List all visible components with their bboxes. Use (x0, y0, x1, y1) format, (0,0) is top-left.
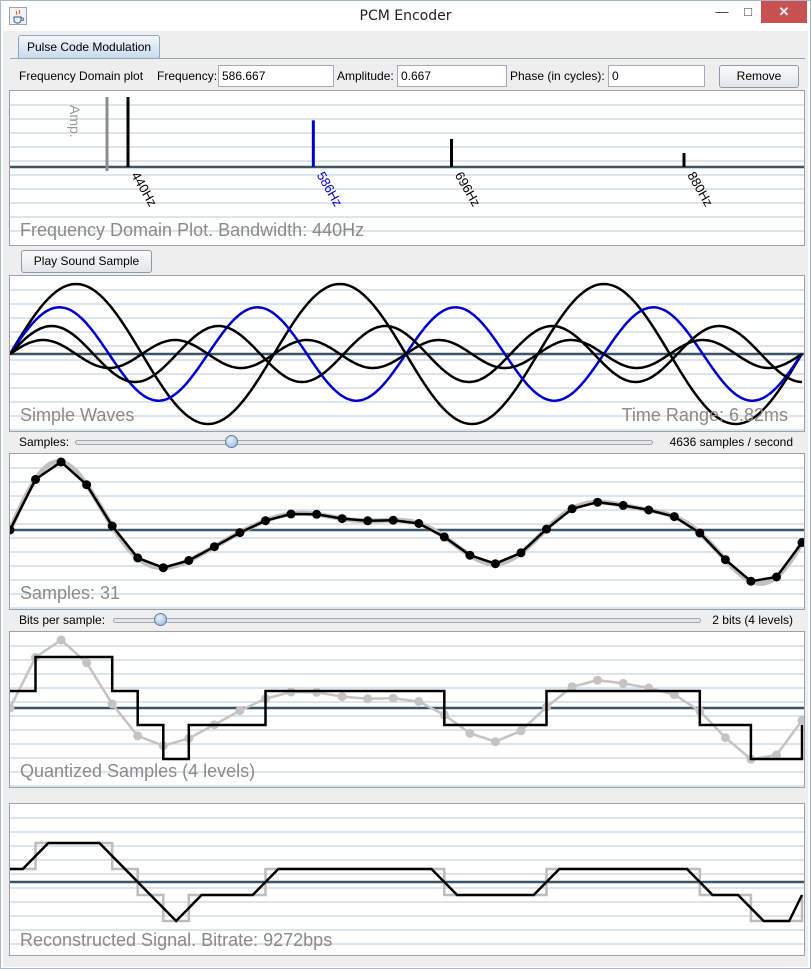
original-sample-point (465, 728, 475, 738)
minimize-icon[interactable]: — (715, 4, 729, 19)
original-sample-point (56, 635, 66, 645)
sample-point (439, 532, 449, 542)
reconstructed-plot-caption: Reconstructed Signal. Bitrate: 9272bps (20, 930, 332, 950)
sample-point (158, 563, 168, 573)
amplitude-axis-label: Amp. (67, 105, 83, 138)
sample-point (567, 504, 577, 514)
quantized-plot-caption: Quantized Samples (4 levels) (20, 761, 255, 781)
sample-point (209, 542, 219, 552)
sample-point (593, 497, 603, 507)
sample-point (669, 512, 679, 522)
window-title: PCM Encoder (359, 8, 452, 24)
sample-point (133, 553, 143, 563)
bits-value: 2 bits (4 levels) (712, 613, 793, 627)
frequency-domain-label: Frequency Domain plot (19, 69, 144, 83)
original-sample-point (107, 699, 117, 709)
play-sound-button[interactable]: Play Sound Sample (21, 250, 152, 273)
sample-point (720, 555, 730, 565)
sample-point (235, 528, 245, 538)
original-sample-point (337, 692, 347, 702)
original-sample-point (797, 716, 804, 725)
waves-plot-caption: Simple Waves (20, 405, 134, 425)
frequency-domain-plot[interactable]: Amp. 440Hz 586Hz 696Hz 880Hz Frequency Domain… (9, 90, 805, 246)
original-sample-point (516, 726, 526, 736)
remove-button[interactable]: Remove (719, 65, 799, 88)
title-bar: PCM Encoder — □ ✕ (1, 1, 810, 31)
quantized-samples-plot: Quantized Samples (4 levels) (9, 631, 805, 788)
sample-point (797, 538, 804, 547)
original-sample-point (669, 690, 679, 700)
samples-slider-track[interactable] (75, 440, 653, 445)
original-sample-point (490, 737, 500, 747)
sample-point (465, 550, 475, 560)
phase-label: Phase (in cycles): (510, 69, 605, 83)
sample-point (184, 556, 194, 565)
sample-point (746, 576, 756, 586)
original-samples-line (10, 638, 804, 761)
amplitude-field[interactable]: 0.667 (397, 65, 507, 87)
samples-rate-value: 4636 samples / second (669, 435, 793, 449)
sample-point (618, 500, 628, 510)
wave-696hz (10, 324, 803, 384)
simple-waves-plot: Simple Waves Time Range: 6.82ms (9, 275, 805, 432)
original-sample-point (10, 703, 15, 713)
original-sample-point (593, 675, 603, 685)
frequency-field[interactable]: 586.667 (218, 65, 334, 87)
wave-880hz (10, 338, 803, 370)
sample-point (363, 516, 373, 526)
original-sample-point (567, 682, 577, 692)
reconstructed-signal (10, 841, 804, 923)
maximize-icon[interactable]: □ (744, 4, 752, 19)
sample-point (695, 528, 705, 538)
amplitude-label: Amplitude: (337, 69, 394, 83)
original-sample-point (772, 750, 781, 760)
bits-slider-thumb[interactable] (154, 613, 168, 626)
sample-point (490, 559, 500, 569)
sample-point (644, 505, 654, 515)
bits-slider-track[interactable] (113, 618, 701, 623)
original-sample-point (133, 731, 143, 741)
quantized-step-signal (10, 655, 804, 761)
sample-point (337, 514, 347, 524)
frequency-label: Frequency: (157, 69, 218, 83)
sample-point (31, 474, 40, 484)
phase-field[interactable]: 0 (608, 65, 705, 87)
sample-point (772, 572, 781, 582)
tab-divider (10, 58, 805, 59)
tab-pulse-code-modulation[interactable]: Pulse Code Modulation (18, 35, 161, 59)
sample-point (388, 515, 398, 525)
original-sample-point (388, 693, 398, 703)
sample-point (56, 457, 66, 467)
frequency-plot-caption: Frequency Domain Plot. Bandwidth: 440Hz (20, 220, 364, 240)
samples-label: Samples: (19, 435, 70, 449)
samples-plot-caption: Samples: 31 (20, 583, 120, 603)
sample-point (286, 509, 296, 519)
original-sample-point (82, 658, 92, 668)
original-sample-point (312, 687, 322, 697)
bits-per-sample-label: Bits per sample: (19, 613, 106, 627)
original-sample-point (720, 733, 730, 743)
original-sample-point (618, 678, 628, 688)
sample-point (516, 548, 526, 558)
sample-point (312, 509, 322, 519)
samples-slider-thumb[interactable] (225, 435, 239, 448)
sample-point (261, 516, 270, 526)
original-sample-point (414, 697, 424, 706)
sample-point (414, 519, 424, 528)
sample-point (107, 521, 117, 531)
original-sample-point (363, 694, 373, 704)
sample-polyline (10, 460, 804, 583)
sample-point (10, 525, 15, 535)
time-range-label: Time Range: 6.82ms (622, 405, 788, 425)
java-cup-icon (9, 7, 27, 25)
close-icon[interactable]: ✕ (761, 1, 807, 23)
sample-point (82, 480, 92, 490)
reconstructed-signal-plot: Reconstructed Signal. Bitrate: 9272bps (9, 803, 805, 956)
sample-point (542, 524, 551, 534)
samples-plot: Samples: 31 (9, 453, 805, 610)
original-sample-point (235, 706, 245, 716)
